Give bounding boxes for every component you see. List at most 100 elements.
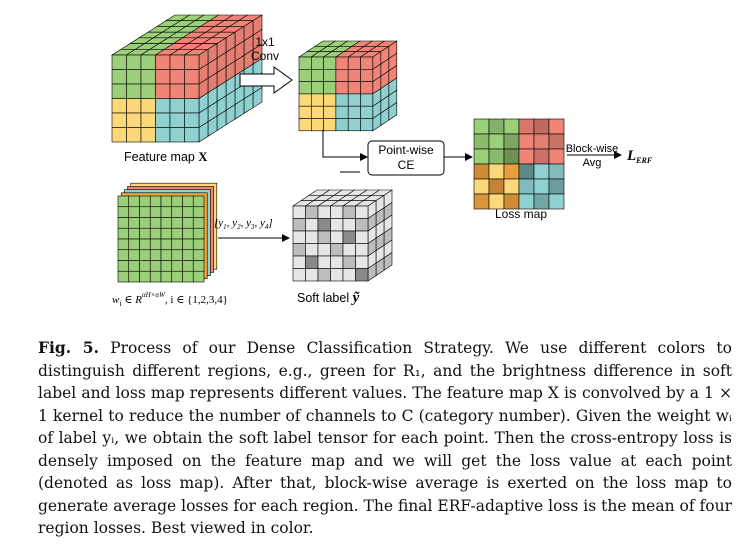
weight-cell (192, 206, 205, 218)
blockwise-label-2: Avg (583, 157, 602, 169)
loss-map-cell (473, 148, 490, 165)
loss-map-cell (503, 178, 520, 195)
weight-cell (171, 238, 183, 251)
front-face-cell (111, 54, 127, 70)
loss-map-cell (518, 133, 535, 150)
front-face-cell (360, 105, 374, 119)
conv-hollow-arrow (239, 66, 293, 94)
front-face-cell (342, 243, 356, 257)
loss-map-cell (473, 118, 490, 135)
front-face-cell (155, 127, 171, 143)
weight-cell (117, 227, 130, 240)
front-face-cell (323, 56, 337, 70)
front-face-cell (169, 127, 185, 143)
front-face-cell (335, 81, 349, 95)
front-face-cell (347, 81, 361, 95)
front-face-cell (317, 230, 331, 244)
loss-map-cell (473, 178, 490, 195)
front-face-cell (330, 205, 344, 219)
front-face-cell (355, 230, 369, 244)
front-face-cell (140, 112, 156, 128)
y-vector-label: [y1, y2, y3, y4] (214, 217, 273, 231)
weight-cell (192, 260, 205, 272)
front-face-cell (317, 243, 331, 257)
front-face-cell (342, 218, 356, 232)
front-face-cell (126, 83, 142, 99)
weight-cell (171, 270, 183, 283)
cube-to-ce-connector (322, 130, 360, 158)
front-face-cell (111, 83, 127, 99)
front-face-cell (335, 118, 349, 132)
loss-map-cell (503, 133, 520, 150)
front-face-cell (111, 127, 127, 143)
weight-cell (182, 206, 194, 218)
weight-cell (160, 217, 173, 229)
front-face-cell (305, 218, 319, 232)
front-face-cell (342, 230, 356, 244)
front-face-cell (342, 205, 356, 219)
front-face-cell (347, 69, 361, 82)
front-face-cell (335, 105, 349, 119)
weight-cell (160, 195, 173, 208)
loss-map-cell (533, 148, 550, 165)
weight-cell (149, 217, 162, 229)
loss-map-cell (533, 178, 550, 195)
weight-cell (139, 227, 151, 240)
front-face-cell (155, 98, 171, 114)
loss-map-cell (533, 133, 550, 150)
front-face-cell (305, 268, 319, 282)
loss-map-cell (503, 118, 520, 135)
weight-cell (171, 260, 183, 272)
weight-cell (149, 238, 162, 251)
front-face-cell (342, 268, 356, 282)
loss-map-cell (518, 178, 535, 195)
front-face-cell (298, 118, 312, 132)
front-face-cell (140, 127, 156, 143)
front-face-cell (360, 56, 374, 70)
front-face-cell (360, 93, 374, 107)
weight-cell (128, 249, 140, 261)
loss-map-cell (473, 163, 490, 180)
weight-cell (160, 238, 173, 251)
arrowhead (614, 151, 622, 159)
front-face-cell (330, 243, 344, 257)
weight-cell (128, 260, 140, 272)
loss-map-grid (473, 118, 565, 210)
loss-map-cell (488, 133, 505, 150)
weight-cell (149, 227, 162, 240)
front-face-cell (298, 69, 312, 82)
front-face-cell (317, 255, 331, 269)
arrowhead (282, 234, 290, 242)
front-face-cell (111, 98, 127, 114)
front-face-cell (298, 56, 312, 70)
weight-cell (149, 260, 162, 272)
loss-map-cell (488, 163, 505, 180)
front-face-cell (330, 230, 344, 244)
weight-cell (192, 227, 205, 240)
loss-map-cell (488, 178, 505, 195)
weight-cell (171, 206, 183, 218)
front-face-cell (310, 69, 324, 82)
ce-label-2: CE (398, 158, 415, 172)
front-face-cell (140, 69, 156, 85)
front-face-cell (360, 69, 374, 82)
front-face-cell (169, 83, 185, 99)
weight-cell (117, 217, 130, 229)
front-face-cell (140, 98, 156, 114)
front-face-cell (317, 218, 331, 232)
conv-label-2: Conv (251, 49, 279, 63)
weight-cell (192, 270, 205, 283)
weight-cell (192, 249, 205, 261)
weight-cell (182, 249, 194, 261)
loss-map-cell (548, 193, 565, 210)
front-face-cell (323, 93, 337, 107)
front-face-cell (317, 205, 331, 219)
front-face-cell (310, 56, 324, 70)
front-face-cell (111, 69, 127, 85)
weight-cell (139, 260, 151, 272)
loss-map-cell (503, 148, 520, 165)
front-face-cell (355, 255, 369, 269)
weight-cell (171, 217, 183, 229)
front-face-cell (292, 205, 306, 219)
front-face-cell (298, 93, 312, 107)
